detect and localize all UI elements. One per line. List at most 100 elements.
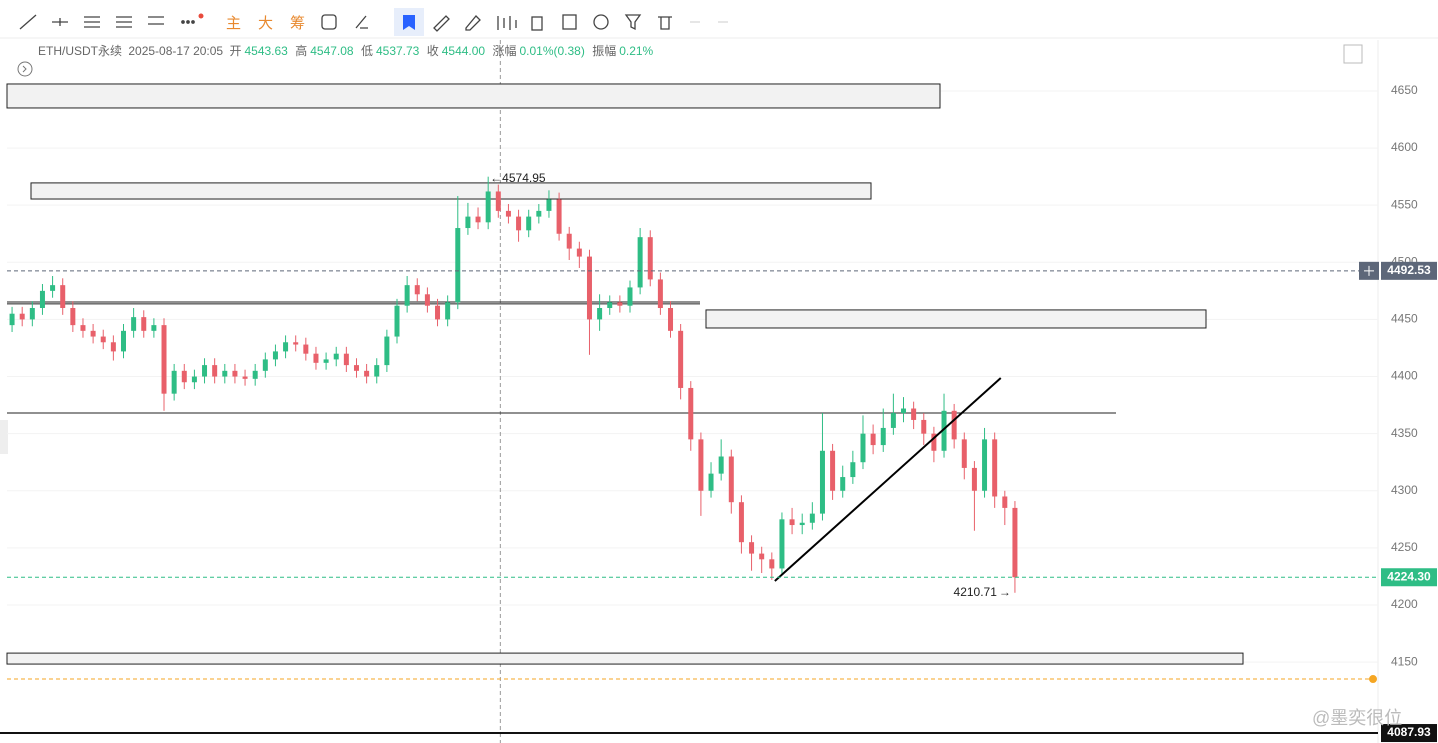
candle-body [242,376,248,379]
candle-body [232,370,238,377]
tool-bookmark[interactable] [403,15,415,30]
tool-parallel[interactable] [84,16,100,28]
y-tick-label: 4350 [1391,426,1418,440]
candle-body [921,419,927,434]
tool-channel[interactable] [148,16,164,25]
low-label: 4210.71 [954,585,998,599]
label: 振幅 [592,44,617,58]
candle-body [971,467,977,491]
zone [6,83,941,109]
candle-body [191,376,197,383]
candle-body [475,216,481,223]
candle-body [120,330,126,352]
y-tick-label: 4550 [1391,197,1418,211]
arrow: ← [490,171,502,185]
tool-icon[interactable] [355,15,368,29]
tool-bars[interactable] [497,16,517,30]
candle-body [404,285,410,306]
toolbar-btn[interactable]: 大 [258,15,274,32]
candle-body [597,307,603,320]
value: 0.01%(0.38) [519,44,585,58]
candle-body [313,353,319,363]
price-tag-label: 4492.53 [1387,263,1431,277]
candle-body [911,408,917,420]
candle-body [435,305,441,320]
tool-note[interactable] [562,14,577,30]
candle-body [141,317,147,331]
candle-body [698,439,704,491]
tool-filter[interactable] [624,14,642,31]
value: 4537.73 [375,44,420,58]
value: 4543.63 [244,44,288,58]
label: 收 [426,44,439,58]
candle-body [941,410,947,451]
price-tag-label: 4224.30 [1387,569,1431,583]
candle-body [262,359,268,371]
candle-body [961,439,967,468]
y-tick-label: 4600 [1391,140,1418,154]
candle-body [860,433,866,463]
candle-body [202,365,208,377]
candle-body [738,502,744,543]
y-tick-label: 4400 [1391,369,1418,383]
label: 低 [360,44,373,58]
candle-body [171,370,177,394]
toolbar-btn[interactable]: 筹 [290,15,306,32]
price-tag [1381,724,1437,743]
candle-body [424,294,430,306]
candle-body [161,325,167,394]
tool-icon[interactable] [321,14,337,30]
tool-magnet[interactable] [593,14,609,30]
y-tick-label: 4150 [1391,654,1418,668]
candle-body [728,456,734,503]
candle-body [637,237,643,288]
candle-body [799,522,805,526]
expand-btn[interactable] [17,61,33,77]
candle-body [333,353,339,360]
notice-dot [198,13,204,19]
candle-body [29,307,35,320]
candle-body [678,330,684,388]
candle-body [100,336,106,343]
fullscreen-btn[interactable] [1343,44,1363,64]
candle-body [586,256,592,320]
price-tag-label: 4087.93 [1387,725,1431,739]
value: 4544.00 [441,44,486,58]
candle-body [759,553,765,560]
candle-body [607,302,613,308]
candle-body [414,285,420,295]
candle-body [222,370,228,377]
tool-line[interactable] [19,14,37,30]
tool-lock[interactable] [531,16,543,31]
toolbar-btn[interactable]: 主 [226,15,242,32]
candle-body [455,228,461,303]
tool-more[interactable] [181,20,185,24]
candle-body [19,313,25,320]
tool-pen[interactable] [465,15,481,31]
tool-fib[interactable] [116,16,132,28]
candle-body [880,427,886,446]
candle-body [647,237,653,280]
side-handle[interactable] [0,420,8,454]
candle-body [485,191,491,223]
zone [6,652,1244,665]
tool-hline[interactable] [52,18,68,26]
tool-more [186,20,190,24]
candle-body [546,199,552,211]
candle-body [505,210,511,217]
candle-body [394,305,400,337]
candle-body [789,519,795,526]
candle-body [181,370,187,383]
candle-body [992,439,998,497]
zone [705,309,1207,329]
label: 开 [229,44,242,58]
candle-body [374,365,380,377]
candle-body [495,191,501,211]
tool-ruler[interactable] [433,15,450,32]
candle-body [283,342,289,352]
candle-body [465,216,471,229]
symbol: ETH/USDT永续 [38,44,123,58]
tool-delete[interactable] [658,16,672,30]
candle-body [809,513,815,523]
